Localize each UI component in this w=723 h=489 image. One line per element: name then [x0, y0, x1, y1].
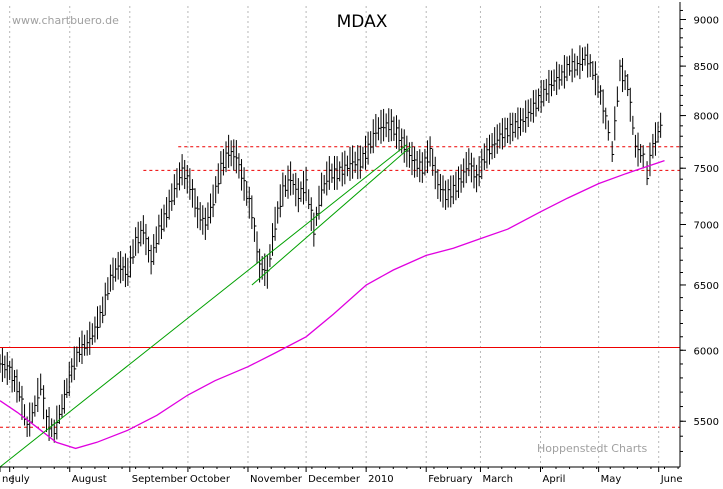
y-tick-label: 7000 — [694, 221, 719, 232]
x-tick-label: March — [482, 474, 512, 485]
x-tick-label: July — [11, 474, 30, 485]
x-tick-label: 2010 — [368, 474, 393, 485]
x-tick-label: October — [190, 474, 231, 485]
grid-layer — [9, 6, 660, 467]
y-tick-label: 5500 — [694, 417, 719, 428]
y-tick-label: 8500 — [694, 62, 719, 73]
y-tick-label: 9000 — [694, 15, 719, 26]
x-tick-label: May — [601, 474, 622, 485]
watermark: www.chartbuero.de — [12, 14, 119, 27]
x-tick-label: November — [250, 474, 303, 485]
moving-average-line — [0, 159, 665, 450]
x-tick-label: August — [72, 474, 107, 485]
credit-label: Hoppenstedt Charts — [537, 442, 648, 455]
y-tick-label: 8000 — [694, 112, 719, 123]
price-bars — [0, 43, 663, 443]
y-tick-label: 6000 — [694, 346, 719, 357]
x-tick-label: ne — [2, 474, 15, 485]
x-tick-label: September — [132, 474, 188, 485]
x-tick-label: June — [660, 474, 683, 485]
trendline — [0, 144, 408, 468]
trendline — [251, 146, 412, 286]
y-tick-label: 6500 — [694, 281, 719, 292]
chart-title: MDAX — [337, 12, 388, 32]
x-tick-label: December — [308, 474, 361, 485]
horizontal-lines — [0, 146, 680, 428]
x-tick-label: April — [543, 474, 566, 485]
series-layer — [0, 43, 665, 468]
y-tick-label: 7500 — [694, 164, 719, 175]
x-tick-label: February — [428, 474, 472, 485]
